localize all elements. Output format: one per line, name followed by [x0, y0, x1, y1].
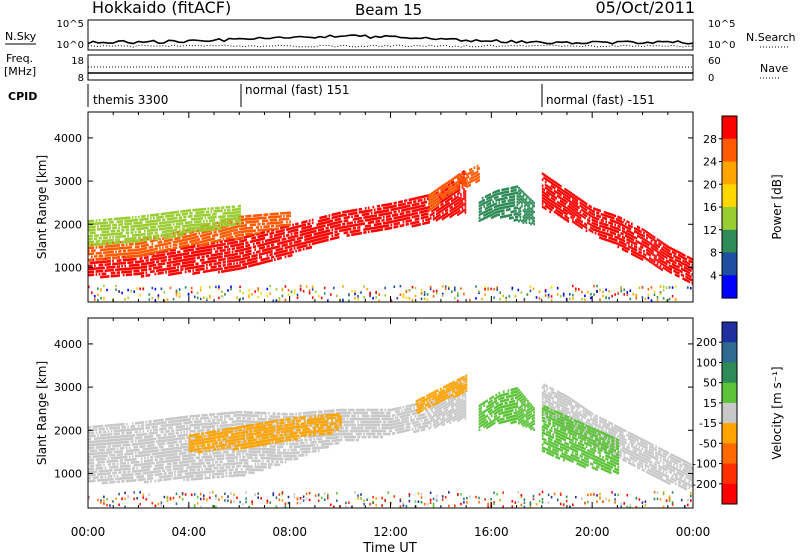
velocity-colorbar-tick-8: -200: [692, 478, 717, 491]
velocity-band-3: [415, 374, 468, 414]
velocity-colorbar-swatch-6: [722, 423, 737, 444]
freq-label-line2: [MHz]: [4, 65, 36, 78]
velocity-panel: 1000 2000 3000 4000 Slant Range [km] 200 100…: [35, 317, 784, 509]
velocity-colorbar-tick-5: -15: [699, 417, 717, 430]
power-colorbar-swatch-8: [722, 275, 737, 299]
nsky-trace: [87, 34, 694, 45]
velocity-colorbar-tick-6: -50: [699, 437, 717, 450]
power-band-5: [478, 185, 535, 226]
power-ytick-3000: 3000: [54, 175, 82, 188]
velocity-colorbar-swatch-3: [722, 362, 737, 384]
nsky-tick-low: 10^0: [57, 40, 84, 51]
nsearch-trace: [87, 44, 693, 48]
nsearch-tick-high: 10^5: [708, 19, 735, 30]
velocity-colorbar-swatch-4: [722, 382, 737, 404]
power-colorbar-tick-5: 12: [703, 224, 717, 237]
velocity-colorbar-tick-3: 50: [703, 377, 717, 390]
time-tick-2: 04:00: [172, 525, 207, 539]
power-colorbar-label: Power [dB]: [770, 174, 784, 239]
power-band-4: [428, 164, 480, 212]
power-colorbar-tick-1: 28: [703, 133, 717, 146]
nave-tick-high: 60: [708, 56, 721, 67]
time-tick-5: 16:00: [474, 525, 509, 539]
power-colorbar-swatch-1: [722, 116, 737, 140]
velocity-ytick-3000: 3000: [54, 381, 82, 394]
power-ytick-2000: 2000: [54, 218, 82, 231]
freq-label-line1: Freq.: [6, 52, 33, 65]
velocity-near-range-echoes: [88, 490, 692, 508]
power-ytick-4000: 4000: [54, 132, 82, 145]
time-tick-7: 00:00: [676, 525, 711, 539]
time-tick-1: 00:00: [71, 525, 106, 539]
cpid-segment-2: normal (fast) 151: [245, 83, 349, 97]
power-panel: 1000 2000 3000 4000 Slant Range [km] 28 24 20…: [35, 111, 784, 303]
nsearch-tick-low: 10^0: [708, 40, 735, 51]
velocity-colorbar-swatch-9: [722, 483, 737, 505]
time-tick-4: 12:00: [373, 525, 408, 539]
velocity-band-2: [188, 413, 342, 454]
cpid-row: CPID themis 3300 normal (fast) 151 norma…: [8, 83, 655, 107]
nsky-label: N.Sky: [5, 30, 37, 43]
velocity-colorbar-swatch-5: [722, 402, 737, 424]
velocity-colorbar-swatch-7: [722, 443, 737, 464]
power-band-6: [541, 172, 693, 285]
nsearch-label: N.Search: [746, 31, 796, 44]
velocity-band-6: [541, 405, 620, 475]
velocity-colorbar-tick-1: 200: [696, 336, 717, 349]
velocity-ytick-4000: 4000: [54, 338, 82, 351]
power-y-axis-label: Slant Range [km]: [35, 155, 49, 259]
power-colorbar-swatch-6: [722, 229, 737, 254]
freq-tick-low: 8: [78, 73, 84, 84]
velocity-colorbar-swatch-1: [722, 322, 737, 343]
power-near-range-echoes: [88, 284, 692, 302]
velocity-colorbar-label: Velocity [m s⁻¹]: [770, 366, 784, 459]
power-colorbar-tick-7: 4: [710, 269, 717, 282]
freq-tick-high: 18: [71, 56, 84, 67]
velocity-colorbar-tick-4: 15: [703, 397, 717, 410]
velocity-colorbar-tick-7: -100: [692, 458, 717, 471]
cpid-label: CPID: [8, 90, 37, 103]
velocity-colorbar-tick-2: 100: [696, 356, 717, 369]
nave-tick-low: 0: [708, 73, 714, 84]
velocity-y-axis-label: Slant Range [km]: [35, 361, 49, 465]
power-colorbar-swatch-4: [722, 184, 737, 208]
nsky-tick-high: 10^5: [57, 19, 84, 30]
time-tick-6: 20:00: [575, 525, 610, 539]
power-colorbar-swatch-3: [722, 161, 737, 185]
date-label: 05/Oct/2011: [595, 0, 695, 17]
power-band-3: [88, 204, 241, 247]
time-tick-3: 08:00: [272, 525, 307, 539]
cpid-segment-1: themis 3300: [93, 93, 168, 107]
velocity-colorbar-swatch-2: [722, 342, 737, 363]
velocity-colorbar-swatch-8: [722, 463, 737, 485]
power-colorbar-tick-3: 20: [703, 178, 717, 191]
velocity-band-1: [88, 375, 467, 485]
power-colorbar-swatch-5: [722, 207, 737, 231]
power-colorbar-tick-2: 24: [703, 156, 717, 169]
station-title: Hokkaido (fitACF): [92, 0, 231, 17]
velocity-ytick-2000: 2000: [54, 424, 82, 437]
velocity-ytick-1000: 1000: [54, 468, 82, 481]
power-colorbar-swatch-7: [722, 252, 737, 276]
power-colorbar-tick-4: 16: [703, 201, 717, 214]
velocity-band-4: [478, 387, 535, 431]
beam-label: Beam 15: [355, 1, 422, 19]
nsky-panel: N.Sky 10^5 10^0 10^5 10^0 N.Search: [5, 19, 796, 51]
x-axis-label: Time UT: [362, 541, 416, 554]
nave-label: Nave: [760, 62, 788, 75]
freq-panel: Freq. [MHz] 18 8 60 0 Nave: [4, 52, 788, 84]
cpid-segment-3: normal (fast) -151: [546, 93, 655, 107]
power-colorbar-swatch-2: [722, 138, 737, 163]
power-ytick-1000: 1000: [54, 262, 82, 275]
power-colorbar-tick-6: 8: [710, 247, 717, 260]
